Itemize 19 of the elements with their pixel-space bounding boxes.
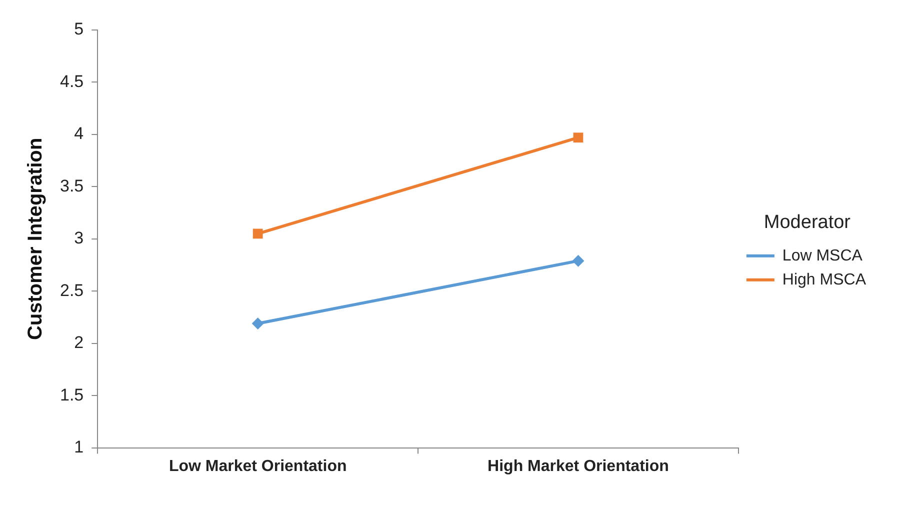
y-tick-label: 3.5 (60, 176, 84, 196)
x-tick-label: Low Market Orientation (168, 458, 347, 475)
y-tick-label: 5 (74, 20, 84, 39)
legend-title: Moderator (764, 212, 852, 233)
y-tick-label: 2 (74, 333, 84, 352)
point (252, 318, 264, 330)
point (573, 132, 584, 143)
legend-label: High MSCA (782, 271, 866, 288)
point (572, 254, 584, 267)
x-tick-label: High Market Orientation (488, 458, 669, 475)
y-tick-label: 1 (74, 437, 84, 456)
y-axis-title: Customer Integration (24, 138, 47, 340)
y-tick-label: 4.5 (60, 72, 84, 91)
y-tick-label: 1.5 (60, 385, 84, 404)
legend-label: Low MSCA (782, 247, 863, 264)
point (252, 228, 263, 239)
y-tick-label: 3 (74, 228, 84, 248)
y-tick-label: 4 (74, 124, 84, 144)
y-tick-label: 2.5 (60, 280, 84, 300)
